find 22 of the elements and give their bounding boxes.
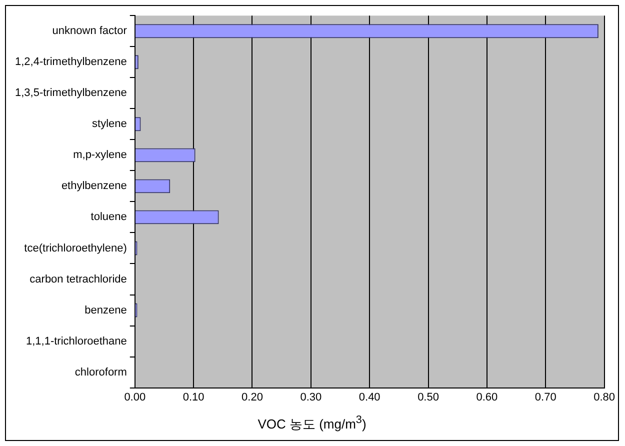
y-tick-label: carbon tetrachloride <box>30 273 127 286</box>
x-tick-label: 0.70 <box>534 391 556 404</box>
y-tick-label: chloroform <box>74 366 127 378</box>
y-tick-label: benzene <box>84 304 127 316</box>
y-tick-label: toluene <box>90 211 127 224</box>
x-tick-label: 0.60 <box>476 391 498 404</box>
y-tick-label: 1,2,4-trimethylbenzene <box>14 56 127 68</box>
x-tick-label: 0.40 <box>358 391 380 404</box>
y-tick-label: 1,1,1-trichloroethane <box>26 335 127 348</box>
x-tick-label: 0.00 <box>124 391 146 404</box>
y-tick-label: unknown factor <box>52 25 128 38</box>
y-tick-label: stylene <box>92 118 127 130</box>
y-tick-label: 1,3,5-trimethylbenzene <box>14 87 127 100</box>
x-tick-label: 0.80 <box>594 391 616 404</box>
x-tick-label: 0.30 <box>300 391 322 404</box>
x-tick-label: 0.20 <box>242 391 263 404</box>
y-tick-label: tce(trichloroethylene) <box>24 242 127 254</box>
y-tick-label: m,p-xylene <box>73 149 127 162</box>
x-tick-label: 0.10 <box>182 391 204 404</box>
y-tick-label: ethylbenzene <box>61 180 127 192</box>
x-tick-label: 0.50 <box>418 391 439 404</box>
x-axis-title: VOC 농도 (mg/m$^{3}$) <box>256 414 368 434</box>
